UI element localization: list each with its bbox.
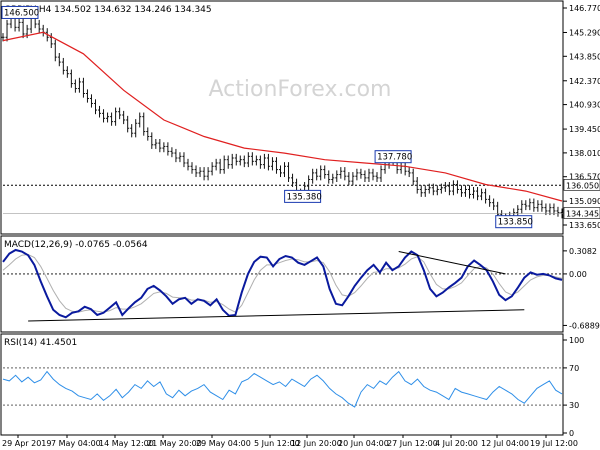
macd-panel-frame (0, 235, 564, 333)
time-tick-label: 20 Jun 04:00 (338, 439, 389, 448)
rsi-tick-label: 70 (569, 364, 579, 373)
price-annotation: 133.850 (495, 215, 533, 229)
price-tick-label: 139.450 (569, 125, 600, 134)
reference-level-label: 136.050 (566, 181, 599, 190)
rsi-panel-header: RSI(14) 41.4501 (4, 338, 77, 348)
price-tick-label: 142.370 (569, 77, 600, 86)
current-price-group: 134.345 (3, 207, 600, 219)
current-price-box (563, 207, 600, 219)
annotation-box (1, 5, 39, 19)
current-price-label: 134.345 (566, 210, 599, 219)
moving-average-line (2, 31, 563, 202)
rsi-series (2, 370, 563, 408)
rsi-tick-label: 0 (569, 429, 574, 438)
time-tick-label: 14 May 12:00 (99, 439, 154, 448)
macd-signal-line (2, 253, 563, 313)
price-panel-frame (0, 0, 564, 235)
macd-series (2, 248, 563, 319)
price-tick-label: 145.290 (569, 28, 600, 37)
time-tick-label: 7 May 04:00 (51, 439, 101, 448)
annotation-box (284, 189, 322, 203)
price-annotations: 146.500 135.380 137.780 133.850 (1, 5, 533, 229)
time-tick-label: 19 Jul 12:00 (530, 439, 578, 448)
price-annotation: 146.500 (1, 5, 39, 19)
rsi-tick-label: 30 (569, 401, 579, 410)
time-tick-label: 12 Jun 20:00 (291, 439, 342, 448)
time-tick-label: 21 May 20:00 (147, 439, 202, 448)
rsi-panel-frame (0, 333, 564, 436)
time-tick-label: 29 Apr 2019 (2, 439, 51, 448)
price-axis: 146.770 145.290 143.850 142.370 140.930 139.4… (563, 4, 600, 230)
price-tick-label: 146.770 (569, 4, 600, 13)
macd-panel-header: MACD(12,26,9) -0.0765 -0.0564 (4, 240, 148, 250)
time-tick-label: 27 Jun 12:00 (387, 439, 438, 448)
watermark: ActionForex.com (209, 77, 392, 102)
rsi-axis: 100 70 30 0 (3, 336, 584, 438)
price-tick-label: 135.090 (569, 197, 600, 206)
macd-tick-label: 0.3082 (569, 247, 597, 256)
time-tick-label: 12 Jul 04:00 (481, 439, 529, 448)
macd-tick-label: 0.00 (569, 270, 587, 279)
price-annotation: 135.380 (284, 189, 322, 203)
price-tick-label: 138.010 (569, 149, 600, 158)
macd-tick-label: -0.6889 (569, 321, 600, 330)
price-series (1, 9, 564, 225)
annotation-box (495, 215, 533, 229)
macd-trendlines (28, 250, 525, 322)
macd-trendline (398, 250, 506, 275)
price-annotation: 137.780 (374, 150, 412, 164)
rsi-line (2, 370, 563, 408)
price-tick-label: 140.930 (569, 101, 600, 110)
macd-axis: 0.3082 0.00 -0.6889 (3, 247, 600, 330)
time-tick-label: 29 May 04:00 (196, 439, 251, 448)
price-tick-label: 143.850 (569, 52, 600, 61)
price-tick-label: 136.570 (569, 173, 600, 182)
macd-line (2, 248, 563, 319)
time-tick-label: 4 Jul 20:00 (435, 439, 478, 448)
macd-trendline (28, 309, 525, 322)
annotation-label: 146.500 (4, 8, 39, 18)
annotation-label: 133.850 (498, 218, 533, 228)
time-tick-label: 5 Jun 12:00 (254, 439, 300, 448)
annotation-label: 135.380 (287, 192, 322, 202)
rsi-tick-label: 100 (569, 336, 584, 345)
price-panel-header: GBPJPY,H4 134.502 134.632 134.246 134.34… (4, 5, 212, 15)
annotation-box (374, 150, 412, 164)
price-tick-label: 133.650 (569, 221, 600, 230)
annotation-label: 137.780 (377, 153, 412, 163)
reference-level-box (563, 179, 600, 191)
reference-level-group: 136.050 (3, 179, 600, 191)
